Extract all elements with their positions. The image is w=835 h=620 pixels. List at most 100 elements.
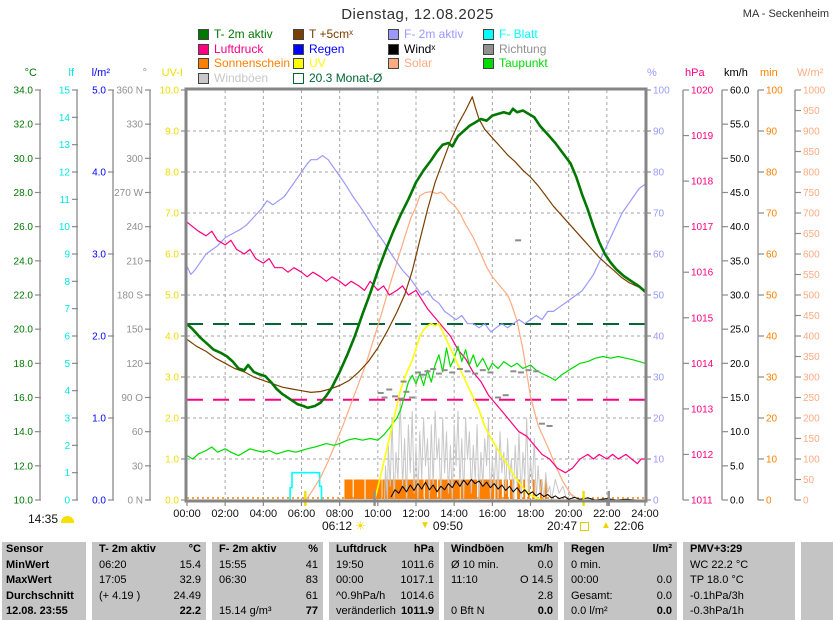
table-cell-text: 15.4	[179, 558, 201, 571]
legend-swatch-icon	[388, 29, 399, 40]
axis-tick-label: 55.0	[730, 120, 750, 131]
axis-tick-label: 800	[803, 168, 820, 179]
axis-tick-label: 0	[766, 496, 772, 507]
axis-tick-label: 70	[653, 209, 665, 220]
axis-tick-label: 60	[653, 250, 665, 261]
legend-item: T +5cmˣ	[293, 28, 353, 41]
axis-title: W/m²	[797, 67, 824, 79]
axis-tick-label: 3.0	[165, 373, 179, 384]
axis-tick-label: 10.0	[14, 496, 34, 507]
table-cell-text: %	[308, 543, 318, 555]
axis-tick-label: 150	[803, 434, 820, 445]
table-cell-text: TP 18.0 °C	[690, 574, 744, 587]
axis-tick-label: 900	[803, 127, 820, 138]
legend-swatch-icon	[198, 29, 209, 40]
axis-tick-label: 1015	[691, 313, 714, 324]
axis-tick-label: 30	[766, 373, 778, 384]
table-cell-text: 00:00	[571, 574, 599, 587]
axis-tick-label: 4.0	[92, 168, 106, 179]
table-cell-text: 32.9	[179, 574, 201, 587]
table-cell-text: 19:50	[336, 558, 364, 571]
axis-tick-label: 0.0	[730, 496, 744, 507]
table-cell-text: MaxWert	[6, 574, 52, 587]
table-cell-text: PMV+3:29	[690, 543, 743, 555]
axis-tick-label: 450	[803, 311, 820, 322]
axis-tick-label: 32.0	[14, 120, 34, 131]
table-cell-text: km/h	[527, 543, 553, 555]
axis-tick-label: 90	[766, 127, 778, 138]
axis-title: km/h	[724, 67, 748, 79]
sunshine-bar	[353, 479, 365, 499]
axis-tick-label: 120	[126, 359, 143, 370]
legend-swatch-icon	[198, 72, 209, 84]
legend-swatch-icon	[388, 43, 399, 55]
table-row: 0 min.	[564, 558, 677, 574]
axis-tick-label: 12	[59, 168, 71, 179]
sunset-marker: 20:47	[547, 519, 590, 533]
axis-tick-label: 950	[803, 106, 820, 117]
x-tick-label: 08:00	[326, 508, 354, 520]
legend-label: Taupunkt	[499, 56, 548, 70]
table-cell-text: 61	[305, 589, 318, 602]
legend-item: Solar	[388, 57, 432, 70]
axis-tick-label: 240	[126, 222, 143, 233]
x-tick-label: 04:00	[250, 508, 278, 520]
legend-item: Windböen	[198, 71, 268, 85]
legend-label: Solar	[404, 56, 433, 70]
x-tick-label: 02:00	[211, 508, 239, 520]
legend-item: UV	[293, 57, 326, 70]
table-cell-text: MinWert	[6, 558, 50, 571]
sunshine-bar	[407, 479, 424, 499]
sunshine-bar	[532, 479, 535, 499]
legend-item: T- 2m aktiv	[198, 28, 273, 41]
table-row: 0 Bft N 0.0	[444, 604, 558, 620]
axis-tick-label: 8	[64, 277, 70, 288]
legend-swatch-icon	[293, 58, 304, 69]
table-row: 0.0 l/m² 0.0	[564, 604, 677, 620]
axis-tick-label: 60	[766, 250, 778, 261]
legend-swatch-icon	[293, 43, 304, 55]
x-tick-label: 24:00	[631, 508, 659, 520]
axis-tick-label: 20.0	[730, 359, 750, 370]
axis-tick-label: 2.0	[92, 332, 106, 343]
table-column: Windböen km/h Ø 10 min. 0.0 11:10 O 14.5 2.8 0 …	[444, 542, 558, 620]
axis-title: °	[143, 67, 147, 79]
x-tick-label: 16:00	[479, 508, 507, 520]
axis-tick-label: 10	[59, 222, 71, 233]
axis-title: min	[760, 67, 778, 79]
table-cell-text: 0.0 l/m²	[571, 605, 608, 618]
table-cell-text	[92, 604, 99, 620]
morning-event-time: 09:50	[432, 519, 463, 533]
table-row: 00:00 0.0	[564, 573, 677, 589]
legend-label: F- Blatt	[499, 27, 538, 41]
axis-tick-label: 50	[653, 291, 665, 302]
table-cell-text: O 14.5	[519, 574, 553, 587]
axis-tick-label: 90 O	[121, 393, 143, 404]
axis-title: UV-I	[162, 67, 183, 79]
table-cell-text: 0.0	[656, 589, 672, 602]
table-cell-text: 00:00	[336, 574, 364, 587]
axis-tick-label: 10.0	[730, 427, 750, 438]
sensor-summary-table: Sensor MinWert MaxWert Durchschnitt 12.08. 2…	[0, 542, 835, 620]
axis-tick-label: 35.0	[730, 256, 750, 267]
legend-swatch-icon	[293, 29, 304, 40]
axis-tick-label: 6	[64, 332, 70, 343]
axis-tick-label: 150	[126, 325, 143, 336]
table-cell-text: 77	[305, 605, 318, 618]
axis-tick-label: 300	[803, 373, 820, 384]
table-cell-text: °C	[188, 543, 201, 555]
axis-tick-label: 750	[803, 188, 820, 199]
table-row: 06:20 15.4	[92, 558, 206, 574]
series-uv	[373, 322, 543, 501]
table-row: 2.8	[444, 589, 558, 605]
table-cell-text: Windböen	[451, 543, 505, 555]
axis-tick-label: 210	[126, 256, 143, 267]
x-tick-label: 20:00	[555, 508, 583, 520]
axis-tick-label: 2.0	[165, 414, 179, 425]
table-row: MaxWert	[2, 573, 86, 589]
table-cell-text: Ø 10 min.	[451, 558, 499, 571]
axis-tick-label: 22.0	[14, 291, 34, 302]
table-cell-text: WC 22.2 °C	[690, 558, 749, 571]
table-column: Regen l/m² 0 min. 00:00 0.0 Gesamt: 0.0 0.0 l/m…	[564, 542, 677, 620]
